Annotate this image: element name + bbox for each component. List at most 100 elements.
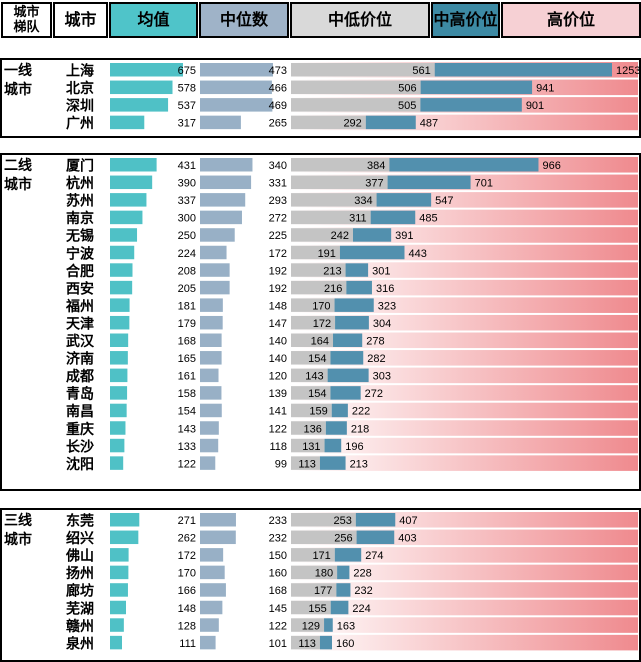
- midhigh-value: 274: [365, 550, 383, 562]
- mean-bar: [110, 456, 124, 470]
- city-name: 廊坊: [66, 583, 94, 600]
- median-bar: [200, 618, 219, 632]
- midlow-bar: [291, 421, 326, 435]
- median-bar: [200, 175, 252, 190]
- mean-value: 179: [178, 318, 196, 330]
- city-name: 南昌: [66, 403, 94, 420]
- midlow-bar: [291, 548, 335, 562]
- high-band: [291, 634, 638, 651]
- midhigh-bar: [327, 368, 369, 383]
- midlow-bar: [291, 635, 320, 650]
- mean-bar: [110, 315, 130, 330]
- mean-bar: [110, 210, 143, 225]
- city-name: 成都: [66, 368, 94, 385]
- median-bar: [200, 298, 223, 312]
- mean-value: 161: [178, 371, 196, 383]
- midhigh-bar: [420, 98, 522, 112]
- mean-value: 431: [178, 160, 196, 172]
- mean-bar: [110, 228, 138, 242]
- mean-bar: [110, 548, 129, 562]
- midhigh-bar: [334, 548, 362, 562]
- midlow-bar: [291, 315, 336, 330]
- midhigh-value: 487: [420, 118, 438, 130]
- midhigh-value: 901: [526, 100, 544, 112]
- midlow-bar: [291, 386, 331, 400]
- high-band: [291, 314, 638, 331]
- city-name: 济南: [66, 351, 94, 368]
- mean-bar: [110, 158, 157, 172]
- high-band: [291, 547, 638, 563]
- mean-value: 133: [178, 441, 196, 453]
- midhigh-bar: [339, 245, 405, 260]
- midlow-bar: [291, 210, 371, 225]
- city-name: 杭州: [66, 175, 94, 192]
- mean-bar: [110, 351, 128, 365]
- city-name: 东莞: [66, 513, 94, 530]
- median-bar: [200, 368, 219, 383]
- midhigh-value: 323: [378, 300, 396, 312]
- midhigh-bar: [330, 351, 364, 365]
- header-mean: 均值: [109, 2, 198, 38]
- midlow-value: 131: [302, 441, 320, 453]
- median-bar: [200, 565, 225, 580]
- mean-bar: [110, 421, 126, 435]
- midlow-bar: [291, 98, 421, 112]
- median-value: 141: [269, 406, 287, 418]
- midhigh-value: 232: [354, 585, 372, 597]
- median-value: 473: [269, 65, 287, 77]
- midlow-bar: [291, 175, 388, 190]
- mean-value: 170: [178, 568, 196, 580]
- mean-value: 390: [178, 178, 196, 190]
- midhigh-value: 966: [542, 160, 560, 172]
- mean-value: 578: [178, 83, 196, 95]
- midlow-value: 256: [334, 533, 352, 545]
- median-value: 139: [269, 388, 287, 400]
- mean-bar: [110, 175, 153, 190]
- median-bar: [200, 600, 223, 615]
- tier-label-1: 一线 城市: [4, 63, 32, 98]
- mean-bar: [110, 115, 145, 130]
- midlow-bar: [291, 403, 332, 418]
- median-value: 99: [275, 458, 287, 470]
- midhigh-bar: [324, 438, 342, 453]
- mean-value: 143: [178, 423, 196, 435]
- tier-label-3: 三线 城市: [4, 513, 32, 548]
- median-value: 118: [269, 441, 287, 453]
- midhigh-value: 443: [408, 248, 426, 260]
- high-band: [291, 582, 638, 598]
- high-band: [291, 262, 638, 278]
- high-band: [291, 367, 638, 384]
- midlow-bar: [291, 80, 421, 95]
- midlow-value: 505: [398, 100, 416, 112]
- midhigh-value: 407: [399, 515, 417, 527]
- high-band: [291, 402, 638, 419]
- midhigh-bar: [376, 193, 432, 207]
- mean-value: 158: [178, 388, 196, 400]
- midhigh-value: 163: [337, 620, 355, 632]
- city-name: 上海: [66, 63, 94, 80]
- city-name: 重庆: [66, 421, 94, 438]
- median-value: 145: [269, 603, 287, 615]
- midlow-value: 154: [308, 353, 326, 365]
- mean-bar: [110, 565, 129, 580]
- mean-value: 250: [178, 230, 196, 242]
- midlow-bar: [291, 280, 347, 295]
- median-value: 340: [269, 160, 287, 172]
- median-value: 469: [269, 100, 287, 112]
- header-tier: 城市 梯队: [1, 2, 52, 38]
- midlow-value: 170: [312, 300, 330, 312]
- median-bar: [200, 386, 222, 400]
- median-value: 140: [269, 353, 287, 365]
- median-value: 140: [269, 336, 287, 348]
- median-bar: [200, 421, 219, 435]
- midhigh-value: 547: [435, 195, 453, 207]
- midhigh-bar: [356, 530, 395, 545]
- midhigh-value: 213: [350, 458, 368, 470]
- midhigh-value: 303: [373, 371, 391, 383]
- mean-value: 224: [178, 248, 196, 260]
- city-name: 无锡: [65, 228, 94, 245]
- midlow-value: 171: [312, 550, 330, 562]
- median-bar: [200, 80, 272, 95]
- midlow-value: 506: [398, 83, 416, 95]
- median-bar: [200, 438, 219, 453]
